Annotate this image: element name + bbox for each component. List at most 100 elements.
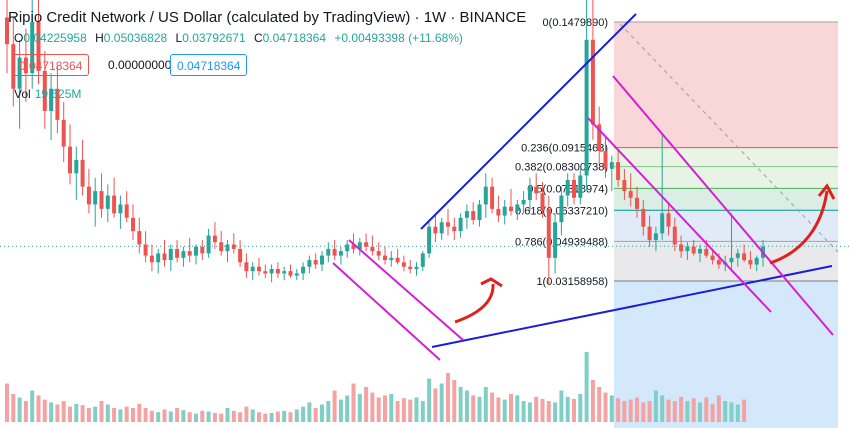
buy-price-button[interactable]: 0.04718364 <box>170 54 248 76</box>
candle-body <box>168 248 173 261</box>
volume-bar <box>540 398 545 422</box>
candle-body <box>74 159 79 174</box>
candle-body <box>294 273 299 276</box>
volume-bar <box>200 410 205 422</box>
close-value: 0.04718364 <box>262 31 327 45</box>
volume-bar <box>660 395 665 422</box>
candle-body <box>534 186 539 194</box>
volume-bar <box>446 373 450 422</box>
candle-body <box>118 204 123 214</box>
volume-bar <box>509 394 513 422</box>
volume-bar <box>370 392 375 422</box>
volume-bar <box>36 395 41 422</box>
candle-body <box>345 244 350 252</box>
volume-bar <box>168 411 173 422</box>
volume-bar <box>414 397 419 422</box>
candle-body <box>105 195 110 209</box>
volume-bar <box>704 397 709 422</box>
candle-body <box>212 235 217 243</box>
volume-bar <box>49 402 54 422</box>
candle-body <box>269 268 274 274</box>
candle-body <box>735 253 740 258</box>
candle-body <box>458 217 463 232</box>
candle-body <box>137 231 142 245</box>
channel-line-2-lower <box>587 117 772 313</box>
candle-body <box>99 191 104 209</box>
close-label: C <box>253 31 263 45</box>
volume-bar <box>364 387 369 422</box>
candle-body <box>754 257 759 265</box>
volume-bar <box>710 403 715 422</box>
volume-bar <box>250 409 255 422</box>
volume-bar <box>635 397 639 422</box>
candle-body <box>509 206 513 212</box>
volume-bar <box>584 352 589 422</box>
candle-body <box>149 255 154 263</box>
candle-body <box>452 226 457 232</box>
volume-bar <box>93 406 98 422</box>
volume-bar <box>294 409 299 422</box>
candle-body <box>483 186 488 205</box>
volume-bar <box>622 401 627 422</box>
candle-body <box>30 21 35 74</box>
candle-body <box>263 271 268 274</box>
candle-body <box>540 193 545 209</box>
volume-bar <box>80 405 85 422</box>
candle-body <box>635 197 639 209</box>
volume-bar <box>162 409 167 422</box>
candle-body <box>238 248 243 263</box>
volume-bar <box>679 396 684 422</box>
volume-bar <box>194 413 198 422</box>
candle-body <box>370 246 375 252</box>
channel-line-1-lower <box>332 262 441 361</box>
candle-body <box>515 204 520 212</box>
candle-body <box>55 88 60 120</box>
sell-price-button[interactable]: 0.04718364 <box>12 54 90 76</box>
volume-bar <box>666 399 671 422</box>
candle-body <box>313 260 318 265</box>
candle-body <box>301 266 306 274</box>
open-value: 0.04225958 <box>23 31 87 45</box>
candle-body <box>244 262 249 272</box>
volume-bar <box>546 401 551 422</box>
high-label: H <box>95 31 104 45</box>
volume-bar <box>231 410 236 422</box>
fib-label-0.786: 0.786(0.04939488) <box>515 236 608 248</box>
candle-body <box>660 213 665 234</box>
volume-bar <box>395 401 400 422</box>
arrow-curve-1 <box>454 283 495 324</box>
volume-bar <box>320 404 324 422</box>
volume-bar <box>351 383 356 422</box>
candle-body <box>124 204 129 218</box>
volume-bar <box>477 396 482 422</box>
volume-bar <box>420 401 425 422</box>
candle-body <box>231 244 236 249</box>
candle-body <box>698 248 702 254</box>
volume-bar <box>559 390 564 422</box>
candle-body <box>320 255 324 265</box>
volume-bar <box>515 395 520 422</box>
candle-body <box>716 260 721 265</box>
volume-readout: Vol 19.625M <box>14 87 81 101</box>
candle-body <box>546 208 551 258</box>
volume-bars <box>5 352 747 422</box>
candles <box>5 0 765 285</box>
volume-bar <box>698 402 702 422</box>
candle-body <box>143 244 148 256</box>
candle-body <box>521 199 526 205</box>
candle-body <box>383 255 387 261</box>
volume-bar <box>175 408 180 422</box>
candle-body <box>93 191 98 205</box>
volume-bar <box>131 408 135 422</box>
volume-bar <box>326 401 331 422</box>
candle-body <box>464 211 469 218</box>
volume-bar <box>105 404 110 422</box>
candle-body <box>175 248 180 258</box>
candle-body <box>603 151 608 169</box>
candle-body <box>641 208 646 227</box>
volume-bar <box>603 392 608 422</box>
volume-bar <box>225 408 230 422</box>
volume-bar <box>124 406 129 422</box>
lower-trendline <box>431 265 833 348</box>
